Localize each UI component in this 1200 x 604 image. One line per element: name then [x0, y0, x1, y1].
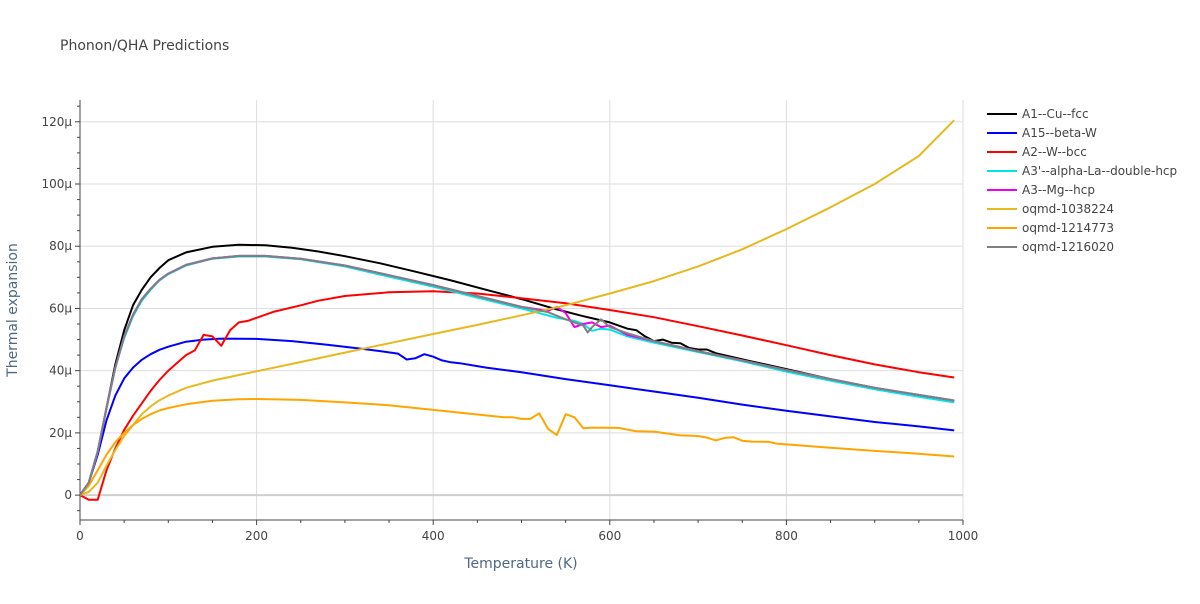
series-line-0 [79, 243, 955, 496]
x-tick-label: 1000 [948, 529, 979, 543]
legend-label-6: oqmd-1214773 [1022, 221, 1114, 235]
x-axis-ticks: 0 200 400 600 800 1000 [76, 520, 978, 543]
y-tick-label: 60μ [49, 301, 72, 315]
y-axis-label: Thermal expansion [5, 243, 21, 378]
legend-label-5: oqmd-1038224 [1022, 202, 1114, 216]
x-tick-label: 600 [598, 529, 621, 543]
x-tick-label: 200 [245, 529, 268, 543]
series-line-6 [79, 398, 955, 496]
series-line-3 [79, 255, 955, 496]
y-tick-label: 120μ [41, 115, 72, 129]
x-tick-label: 0 [76, 529, 84, 543]
x-axis-label: Temperature (K) [463, 556, 577, 572]
axis-lines [79, 100, 963, 521]
y-axis-ticks: 0 20μ 40μ 60μ 80μ 100μ 120μ [41, 105, 80, 512]
chart-title: Phonon/QHA Predictions [60, 38, 229, 54]
series-line-2 [79, 290, 955, 501]
y-tick-label: 0 [64, 488, 72, 502]
legend-label-7: oqmd-1216020 [1022, 240, 1114, 254]
legend-label-0: A1--Cu--fcc [1022, 107, 1089, 121]
legend: A1--Cu--fcc A15--beta-W A2--W--bcc A3'--alp… [987, 107, 1177, 254]
x-tick-label: 400 [422, 529, 445, 543]
legend-label-3: A3'--alpha-La--double-hcp [1022, 164, 1177, 178]
series-line-4 [79, 254, 955, 496]
y-tick-label: 100μ [41, 177, 72, 191]
x-tick-label: 800 [775, 529, 798, 543]
series-line-7 [79, 254, 955, 496]
legend-label-1: A15--beta-W [1022, 126, 1097, 140]
series-line-1 [79, 337, 955, 496]
plot-series [79, 119, 955, 501]
y-tick-label: 20μ [49, 426, 72, 440]
y-tick-label: 80μ [49, 239, 72, 253]
legend-label-2: A2--W--bcc [1022, 145, 1087, 159]
legend-label-4: A3--Mg--hcp [1022, 183, 1095, 197]
gridlines [80, 100, 964, 520]
series-line-5 [79, 119, 955, 497]
y-tick-label: 40μ [49, 364, 72, 378]
